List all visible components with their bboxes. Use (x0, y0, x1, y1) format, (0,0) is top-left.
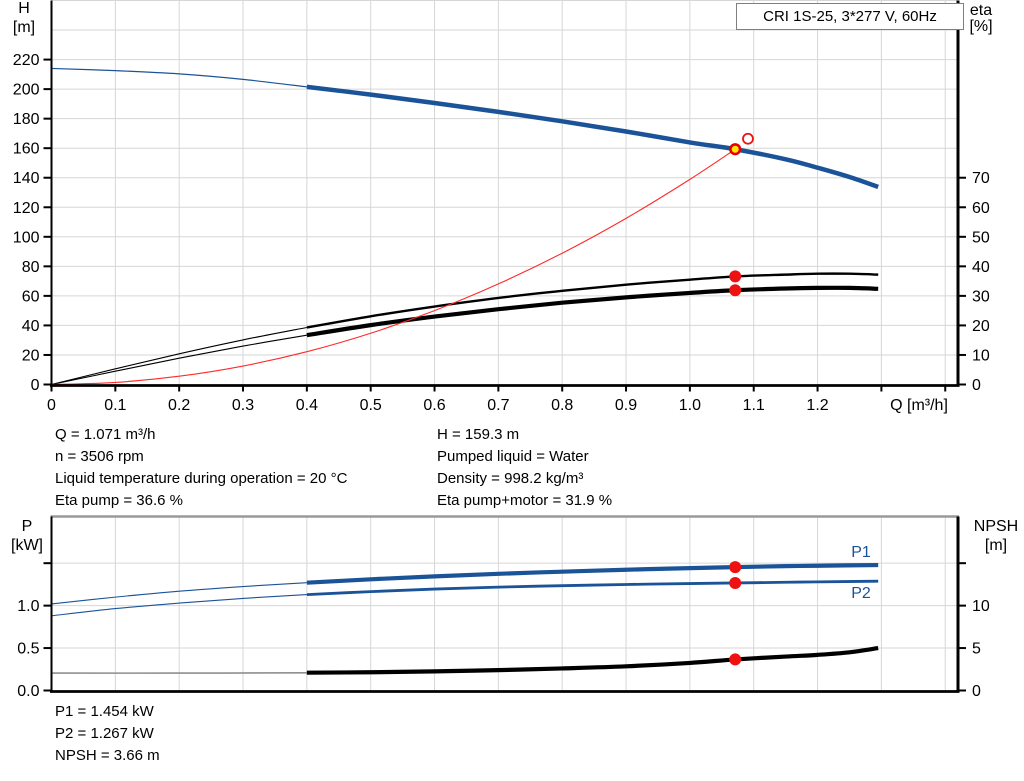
ylabel-left: [m] (13, 19, 35, 36)
tick-label-x: 0.5 (360, 397, 382, 414)
info-line-eta-pump-motor: Eta pump+motor = 31.9 % (437, 492, 613, 509)
ylabel-left: P (22, 518, 33, 535)
ylabel-right: NPSH (974, 518, 1018, 535)
tick-label-left: 200 (13, 82, 40, 99)
tick-label-x: 0.9 (615, 397, 637, 414)
eta-pump-motor-curve (306, 285, 879, 338)
tick-label-right: 50 (972, 229, 990, 246)
ylabel-left: [kW] (11, 537, 43, 554)
tick-label-left: 120 (13, 200, 40, 217)
p2-duty-point (729, 576, 742, 589)
qh-curve (306, 84, 879, 190)
info-line-n: n = 3506 rpm (55, 448, 144, 465)
ylabel-right: [m] (985, 537, 1007, 554)
info-line-p2: P2 = 1.267 kW (55, 725, 154, 742)
operating-info-left: Q = 1.071 m³/h n = 3506 rpm Liquid tempe… (55, 424, 347, 512)
requested-duty-point (742, 132, 754, 145)
tick-label-left: 20 (22, 347, 40, 364)
tick-label-left: 1.0 (17, 598, 39, 615)
duty-point (729, 143, 742, 156)
npsh-duty-point (729, 653, 742, 666)
tick-label-x: 0.1 (104, 397, 126, 414)
info-line-h: H = 159.3 m (437, 426, 520, 443)
eta-pump-motor-duty-point (729, 284, 742, 297)
info-line-density: Density = 998.2 kg/m³ (437, 470, 584, 487)
p1-curve (306, 562, 879, 585)
qh-curve-extension (51, 67, 307, 88)
p2-curve-extension (51, 594, 307, 617)
tick-label-left: 0.0 (17, 683, 39, 700)
tick-label-x: 1.2 (806, 397, 828, 414)
pump-model-title: CRI 1S-25, 3*277 V, 60Hz (736, 3, 964, 30)
info-line-npsh: NPSH = 3.66 m (55, 747, 160, 764)
tick-label-left: 0.5 (17, 641, 39, 658)
power-info: P1 = 1.454 kW P2 = 1.267 kW NPSH = 3.66 … (55, 701, 160, 767)
tick-label-right: 0 (972, 377, 981, 394)
p2-curve-label: P2 (851, 585, 871, 602)
tick-label-x: 0.7 (487, 397, 509, 414)
info-line-q: Q = 1.071 m³/h (55, 426, 156, 443)
tick-label-right: 10 (972, 598, 990, 615)
tick-label-x: 0.3 (232, 397, 254, 414)
tick-label-x: 0 (47, 397, 56, 414)
tick-label-x: 0.8 (551, 397, 573, 414)
system-curve (51, 148, 736, 386)
tick-label-right: 30 (972, 288, 990, 305)
tick-label-right: 60 (972, 200, 990, 217)
tick-label-right: 5 (972, 641, 981, 658)
p1-curve-extension (51, 582, 307, 605)
tick-label-right: 10 (972, 347, 990, 364)
tick-label-x: 1.0 (679, 397, 701, 414)
tick-label-x: 0.6 (423, 397, 445, 414)
tick-label-x: 1.1 (743, 397, 765, 414)
tick-label-left: 160 (13, 141, 40, 158)
info-line-p1: P1 = 1.454 kW (55, 703, 154, 720)
xlabel: Q [m³/h] (890, 397, 948, 414)
info-line-pumped-liquid: Pumped liquid = Water (437, 448, 589, 465)
eta-pump-curve-extension (51, 326, 307, 386)
tick-label-left: 140 (13, 170, 40, 187)
p1-curve-label: P1 (851, 544, 871, 561)
ylabel-right: [%] (969, 18, 992, 35)
eta-pump-curve (306, 272, 879, 329)
p1-duty-point (729, 561, 742, 574)
p2-curve (306, 579, 879, 596)
tick-label-right: 70 (972, 170, 990, 187)
info-line-eta-pump: Eta pump = 36.6 % (55, 492, 183, 509)
ylabel-right: eta (970, 2, 992, 19)
tick-label-left: 60 (22, 288, 40, 305)
eta-pump-motor-curve-extension (51, 334, 307, 386)
ylabel-left: H (18, 0, 30, 17)
tick-label-left: 80 (22, 259, 40, 276)
info-line-liquid-temp: Liquid temperature during operation = 20… (55, 470, 348, 487)
tick-label-right: 40 (972, 259, 990, 276)
tick-label-right: 0 (972, 683, 981, 700)
tick-label-left: 40 (22, 318, 40, 335)
eta-pump-duty-point (729, 270, 742, 283)
operating-info-right: H = 159.3 m Pumped liquid = Water Densit… (437, 424, 612, 512)
tick-label-x: 0.2 (168, 397, 190, 414)
tick-label-left: 0 (31, 377, 40, 394)
npsh-curve (306, 645, 879, 675)
tick-label-right: 20 (972, 318, 990, 335)
tick-label-left: 100 (13, 229, 40, 246)
tick-label-left: 180 (13, 111, 40, 128)
tick-label-x: 0.4 (296, 397, 318, 414)
tick-label-left: 220 (13, 52, 40, 69)
